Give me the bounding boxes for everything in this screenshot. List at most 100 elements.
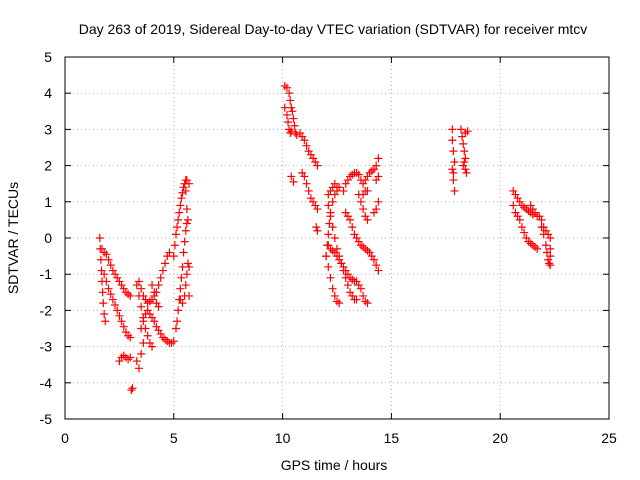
data-point — [528, 205, 537, 214]
data-point — [154, 302, 163, 311]
data-point — [463, 127, 472, 136]
data-point — [459, 139, 468, 148]
data-point — [330, 179, 339, 188]
data-point — [363, 172, 372, 181]
data-point — [171, 324, 180, 333]
data-point — [143, 299, 152, 308]
data-point — [324, 201, 333, 210]
data-point — [282, 83, 291, 92]
data-point — [448, 165, 457, 174]
data-point — [285, 89, 294, 98]
y-tick-label: 0 — [44, 230, 52, 246]
data-point — [372, 176, 381, 185]
data-point — [359, 179, 368, 188]
data-point — [137, 349, 146, 358]
data-point — [161, 335, 170, 344]
data-point — [182, 205, 191, 214]
data-point — [374, 266, 383, 275]
data-point — [520, 228, 529, 237]
data-point — [363, 246, 372, 255]
data-point — [313, 161, 322, 170]
data-point — [289, 177, 298, 186]
data-point — [531, 243, 540, 252]
data-point — [282, 110, 291, 119]
data-point — [449, 176, 458, 185]
axis-ticks: 0 5 10 15 20 25 -5 -4 -3 -2 -1 0 1 2 3 4 5 — [40, 49, 617, 446]
data-point — [335, 299, 344, 308]
data-point — [330, 248, 339, 257]
data-point — [304, 147, 313, 156]
data-point — [539, 230, 548, 239]
data-point — [526, 239, 535, 248]
data-point — [121, 288, 130, 297]
data-point — [169, 252, 178, 261]
data-point — [341, 179, 350, 188]
data-point — [348, 291, 357, 300]
data-point — [302, 179, 311, 188]
data-point — [359, 205, 368, 214]
data-point — [374, 172, 383, 181]
data-point — [117, 281, 126, 290]
data-point — [515, 215, 524, 224]
data-point — [152, 299, 161, 308]
data-point — [148, 295, 157, 304]
data-point — [298, 132, 307, 141]
data-point — [367, 252, 376, 261]
data-point — [372, 261, 381, 270]
data-point — [174, 306, 183, 315]
data-point — [535, 212, 544, 221]
y-tick-label: -2 — [40, 302, 53, 318]
data-point — [124, 290, 133, 299]
data-point — [511, 190, 520, 199]
data-point — [450, 157, 459, 166]
y-tick-label: 5 — [44, 49, 52, 65]
data-point — [511, 208, 520, 217]
data-point — [298, 168, 307, 177]
data-point — [343, 212, 352, 221]
data-point — [517, 201, 526, 210]
data-point — [537, 215, 546, 224]
data-point — [302, 141, 311, 150]
data-point — [354, 237, 363, 246]
data-point — [126, 353, 135, 362]
data-point — [304, 186, 313, 195]
data-point — [158, 266, 167, 275]
data-point — [324, 230, 333, 239]
data-point — [158, 333, 167, 342]
x-tick-label: 10 — [275, 430, 291, 446]
data-point — [311, 201, 320, 210]
data-point — [150, 317, 159, 326]
data-point — [309, 197, 318, 206]
data-point — [113, 306, 122, 315]
data-point — [176, 284, 185, 293]
data-point — [173, 317, 182, 326]
data-point — [165, 248, 174, 257]
data-point — [459, 161, 468, 170]
data-point — [374, 197, 383, 206]
data-point — [524, 206, 533, 215]
data-point — [356, 241, 365, 250]
x-tick-label: 25 — [601, 430, 617, 446]
data-point — [306, 150, 315, 159]
data-point — [143, 331, 152, 340]
data-point — [365, 168, 374, 177]
data-point — [167, 338, 176, 347]
data-point — [183, 215, 192, 224]
data-point — [333, 183, 341, 192]
data-point — [119, 322, 128, 331]
data-point — [517, 223, 526, 232]
data-point — [528, 241, 537, 250]
data-point — [343, 270, 352, 279]
data-point — [461, 165, 470, 174]
data-point — [300, 136, 309, 145]
data-point — [356, 197, 365, 206]
data-point — [137, 302, 146, 311]
data-point — [289, 114, 298, 123]
data-point — [185, 179, 194, 188]
data-point — [326, 212, 335, 221]
data-point — [139, 338, 148, 347]
data-point — [287, 127, 296, 136]
data-point — [150, 288, 159, 297]
data-point — [369, 165, 378, 174]
data-point — [98, 288, 107, 297]
